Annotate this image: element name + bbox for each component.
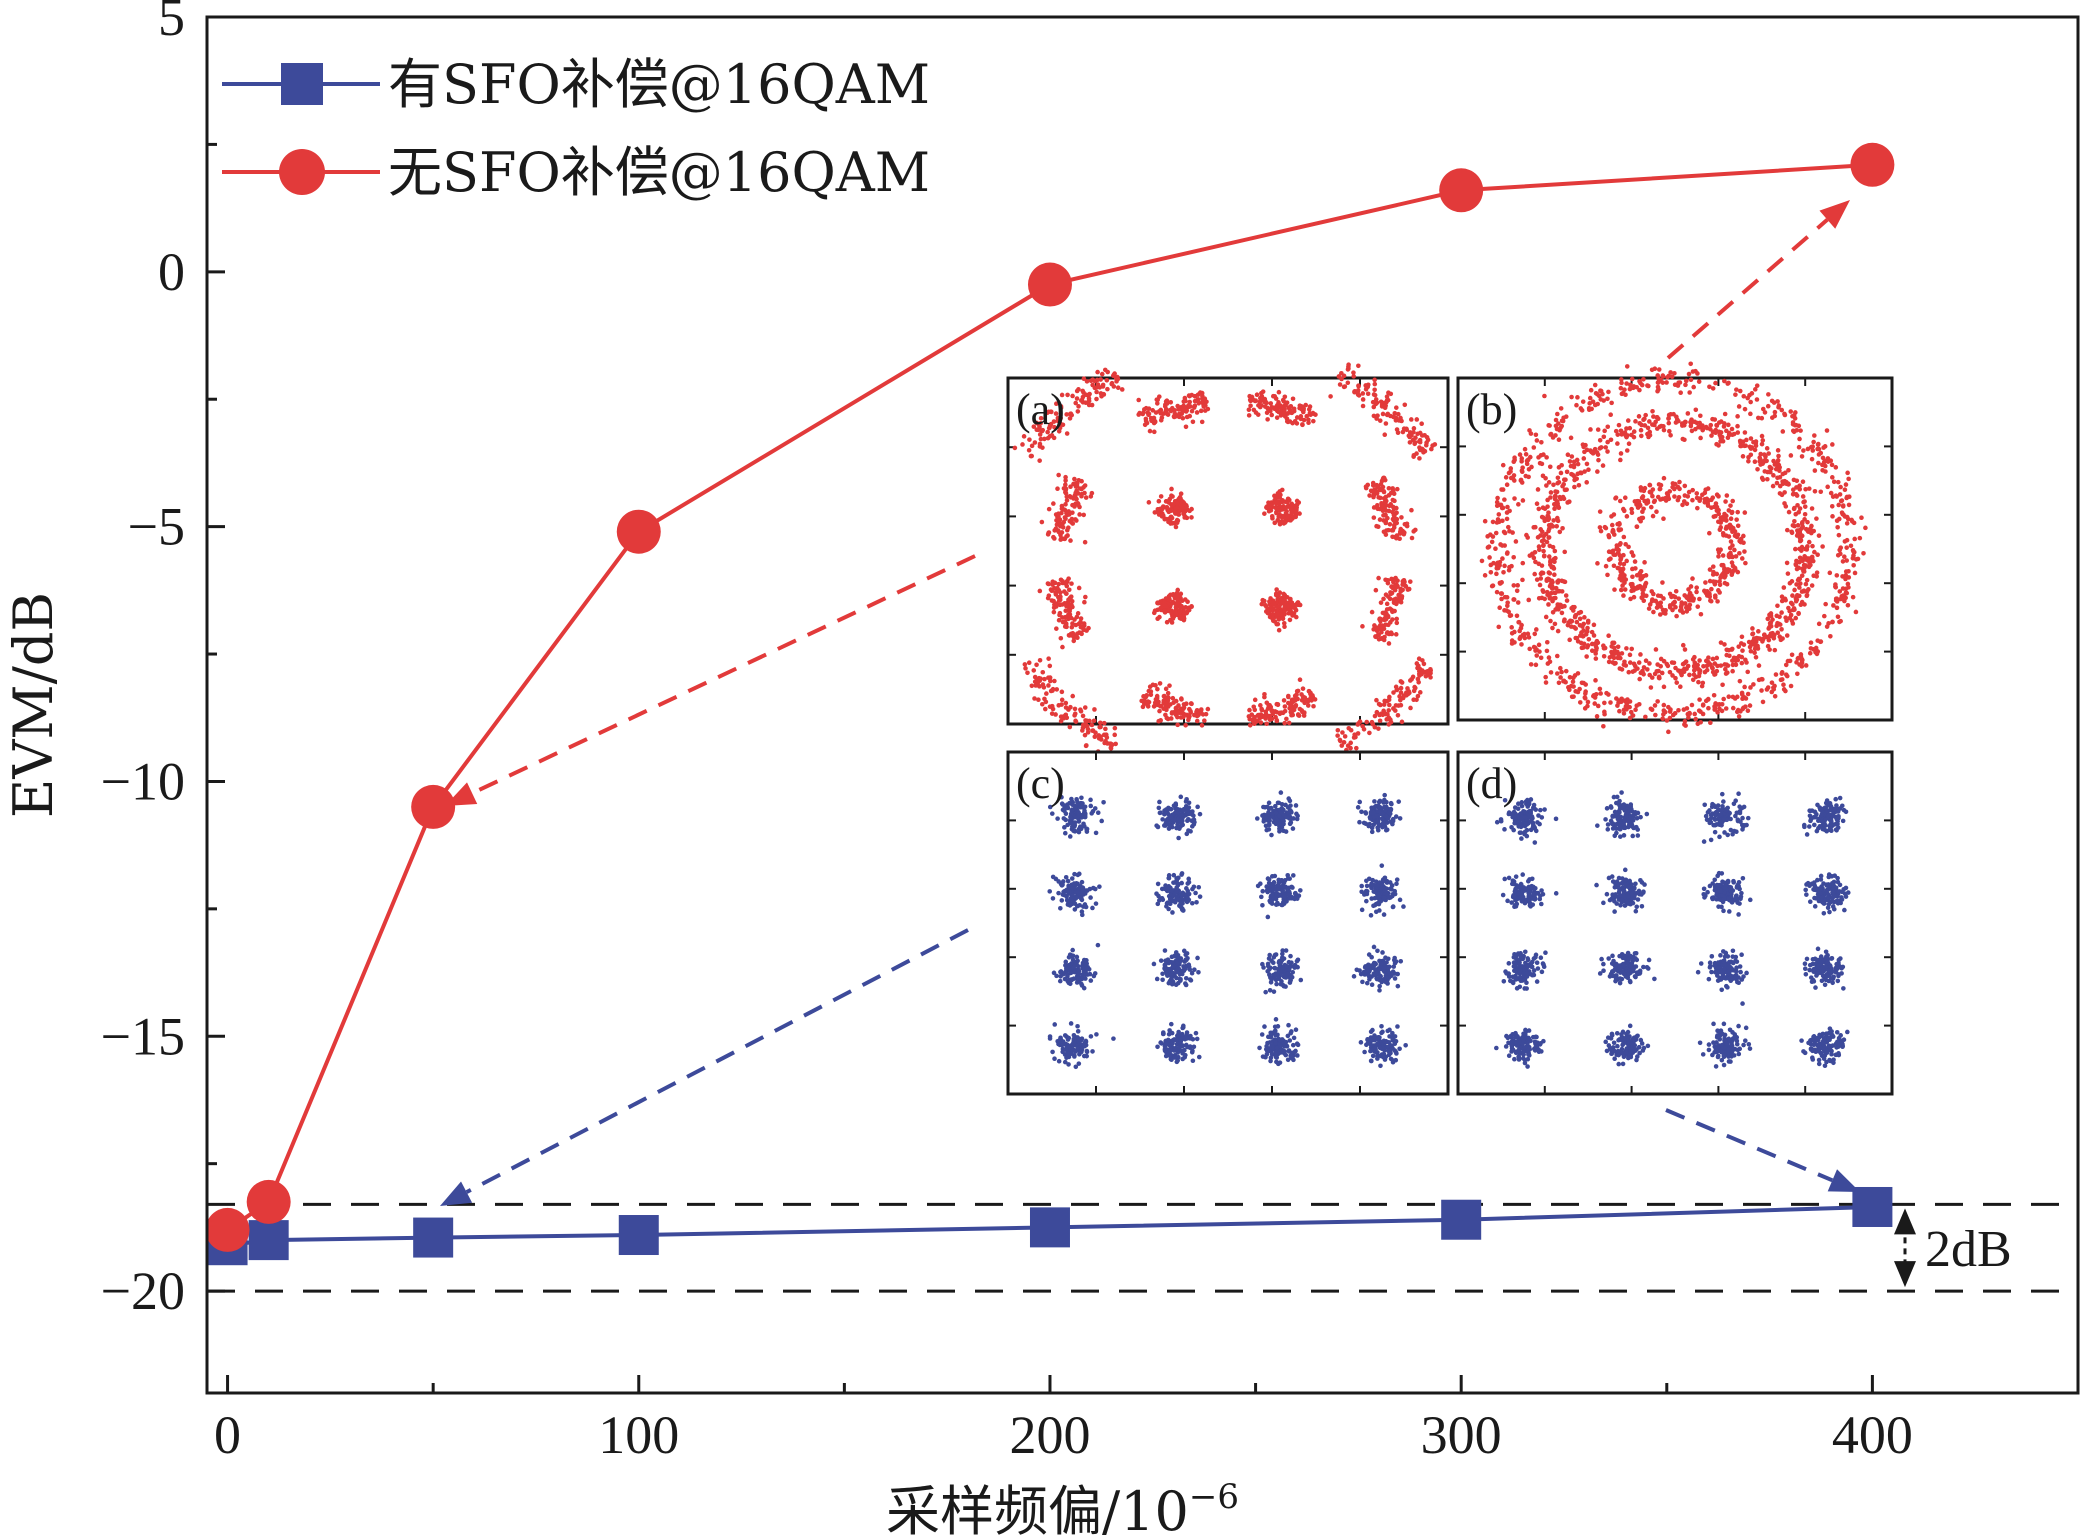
arrow-head <box>1827 1169 1860 1192</box>
arrow-head <box>1819 200 1850 229</box>
legend-label: 有SFO补偿@16QAM <box>388 53 930 116</box>
series-2-point <box>1850 142 1895 187</box>
reference-lines <box>207 1202 2078 1293</box>
arrow-shaft <box>1665 1108 1834 1183</box>
series-1-point <box>248 1220 289 1261</box>
series-2-point <box>1439 168 1484 213</box>
inset-label: (d) <box>1466 759 1517 808</box>
x-tick-label-400: 400 <box>1832 1405 1913 1465</box>
series-2-point <box>246 1179 291 1224</box>
legend-marker <box>281 63 323 105</box>
y-tick-label--10: −10 <box>101 751 185 811</box>
x-tick-label-100: 100 <box>598 1405 679 1465</box>
inset-label: (a) <box>1016 385 1065 434</box>
x-axis-title: 采样频偏/10−6 <box>886 1477 1239 1540</box>
inset-4: (d) <box>1456 750 1894 1096</box>
arrow-head <box>445 782 478 806</box>
x-axis-title-main: 采样频偏/10 <box>886 1480 1189 1540</box>
y-tick-label--5: −5 <box>128 497 185 557</box>
y-tick-label-0: 0 <box>158 242 185 302</box>
series-1-point <box>413 1217 454 1258</box>
inset-constellation <box>1047 790 1408 1070</box>
inset-3: (c) <box>1006 750 1450 1096</box>
inset-1: (a) <box>1006 362 1450 754</box>
arrow-to-point-50-compensated <box>440 928 969 1206</box>
arrow-to-point-400-uncompensated <box>1666 200 1850 360</box>
arrow-to-point-50-uncompensated <box>445 554 976 806</box>
legend: 有SFO补偿@16QAM 无SFO补偿@16QAM <box>222 53 930 204</box>
series-2-point <box>1027 262 1072 307</box>
x-tick-label-300: 300 <box>1421 1405 1502 1465</box>
inset-label: (c) <box>1016 759 1065 808</box>
inset-label: (b) <box>1466 385 1517 434</box>
x-tick-label-200: 200 <box>1009 1405 1090 1465</box>
y-tick-label--20: −20 <box>101 1261 185 1321</box>
arrow-head <box>440 1181 473 1206</box>
arrow-shaft <box>465 928 969 1194</box>
inset-2: (b) <box>1456 361 1894 735</box>
arrow-shaft <box>471 554 976 796</box>
series-layer <box>205 142 1895 1266</box>
plot-frame <box>205 15 2080 1395</box>
series-2-point <box>411 784 456 829</box>
series-1-point <box>618 1215 659 1256</box>
inset-arrows <box>440 200 1860 1206</box>
legend-label: 无SFO补偿@16QAM <box>388 141 930 204</box>
arrow-shaft <box>1666 218 1829 360</box>
x-axis-title-exponent: −6 <box>1189 1477 1239 1517</box>
level-difference-annotation: 2dB <box>1894 1208 2012 1288</box>
legend-item-2: 无SFO补偿@16QAM <box>222 141 930 204</box>
annotation-label: 2dB <box>1925 1221 2012 1278</box>
annotation-arrow-down <box>1894 1261 1916 1288</box>
y-axis-title: EVM/dB <box>2 592 65 818</box>
y-tick-label--15: −15 <box>101 1006 185 1066</box>
y-axis: 5 0 −5 −10 −15 −20 <box>101 0 225 1321</box>
annotation-arrow-up <box>1894 1208 1916 1235</box>
inset-constellation <box>1012 362 1438 754</box>
x-axis: 0 100 200 300 400 <box>214 1375 2080 1465</box>
inset-constellation <box>1479 361 1868 735</box>
legend-item-1: 有SFO补偿@16QAM <box>222 53 930 116</box>
series-1-point <box>1029 1207 1070 1248</box>
x-tick-label-0: 0 <box>214 1405 241 1465</box>
insets: (a) (b) (c) (d) <box>1006 361 1894 1096</box>
arrow-to-point-400-compensated <box>1665 1108 1860 1192</box>
legend-marker <box>279 149 325 195</box>
series-2-point <box>205 1207 250 1252</box>
inset-frame <box>1006 376 1450 726</box>
y-tick-label-5: 5 <box>158 0 185 47</box>
series-2-point <box>616 509 661 554</box>
series-2 <box>205 142 1895 1252</box>
inset-constellation <box>1494 790 1851 1069</box>
series-1-point <box>1441 1199 1482 1240</box>
series-1-point <box>1852 1186 1893 1227</box>
